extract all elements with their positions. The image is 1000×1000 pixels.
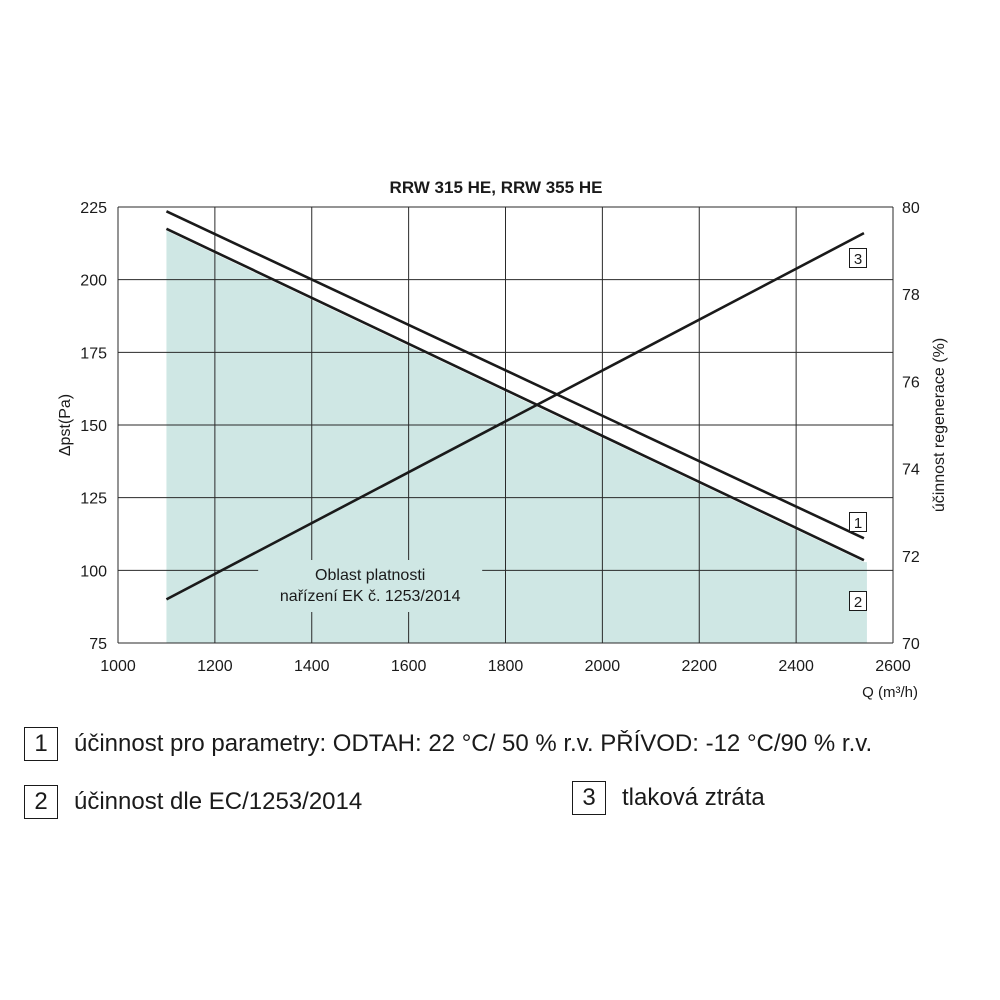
y-left-tick-label: 125 — [80, 491, 107, 508]
y-axis-right-label: účinnost regenerace (%) — [931, 338, 948, 512]
region-label-line-1: Oblast platnosti — [315, 567, 425, 584]
x-axis-label: Q (m³/h) — [862, 684, 918, 700]
chart-title: RRW 315 HE, RRW 355 HE — [390, 178, 603, 197]
region-label-line-2: nařízení EK č. 1253/2014 — [280, 588, 461, 605]
series-line-3 — [165, 232, 865, 601]
y-left-tick-label: 75 — [89, 636, 107, 653]
series-marker-label-1: 1 — [854, 515, 862, 532]
series-marker-box-3 — [849, 248, 867, 268]
y-left-tick-label: 200 — [80, 273, 107, 290]
series-marker-box-2 — [849, 591, 867, 611]
x-tick-label: 1600 — [391, 658, 427, 675]
y-right-tick-label: 80 — [902, 200, 920, 217]
x-tick-label: 2400 — [778, 658, 814, 675]
x-tick-label: 1400 — [294, 658, 330, 675]
series-marker-box-1 — [849, 512, 867, 532]
legend-box-1: 1 — [24, 727, 58, 761]
y-right-tick-label: 74 — [902, 462, 920, 479]
legend-text-2: účinnost dle EC/1253/2014 — [74, 788, 363, 815]
x-tick-label: 1200 — [197, 658, 233, 675]
x-tick-label: 2600 — [875, 658, 911, 675]
series-line-1 — [165, 210, 865, 540]
legend-text-3: tlaková ztráta — [622, 784, 765, 811]
x-tick-label: 1000 — [100, 658, 136, 675]
region-label-mask — [258, 560, 483, 612]
y-axis-left-label: Δpst(Pa) — [57, 394, 74, 456]
y-left-tick-label: 100 — [80, 563, 107, 580]
legend-box-2: 2 — [24, 785, 58, 819]
y-left-tick-label: 175 — [80, 345, 107, 362]
x-tick-label: 2000 — [585, 658, 621, 675]
chart: 1 2 3 1000 1200 1400 1600 1800 2000 2200 2400 2600… — [57, 178, 948, 700]
legend-item-1: 1 účinnost pro parametry: ODTAH: 22 °C/ … — [24, 727, 872, 761]
shaded-region — [166, 230, 867, 644]
legend-box-3: 3 — [572, 781, 606, 815]
y-left-tick-label: 150 — [80, 418, 107, 435]
x-tick-label: 1800 — [488, 658, 524, 675]
legend-item-2: 2 účinnost dle EC/1253/2014 — [24, 785, 362, 819]
y-left-tick-label: 225 — [80, 200, 107, 217]
legend-text-1: účinnost pro parametry: ODTAH: 22 °C/ 50… — [74, 730, 873, 757]
y-right-tick-label: 70 — [902, 636, 920, 653]
series-marker-label-2: 2 — [854, 594, 862, 611]
series-line-2 — [165, 227, 865, 562]
y-right-tick-label: 72 — [902, 549, 920, 566]
y-right-tick-label: 76 — [902, 374, 920, 391]
series-marker-label-3: 3 — [854, 251, 862, 268]
x-tick-label: 2200 — [681, 658, 717, 675]
y-right-tick-label: 78 — [902, 287, 920, 304]
legend-item-3: 3 tlaková ztráta — [572, 781, 765, 815]
